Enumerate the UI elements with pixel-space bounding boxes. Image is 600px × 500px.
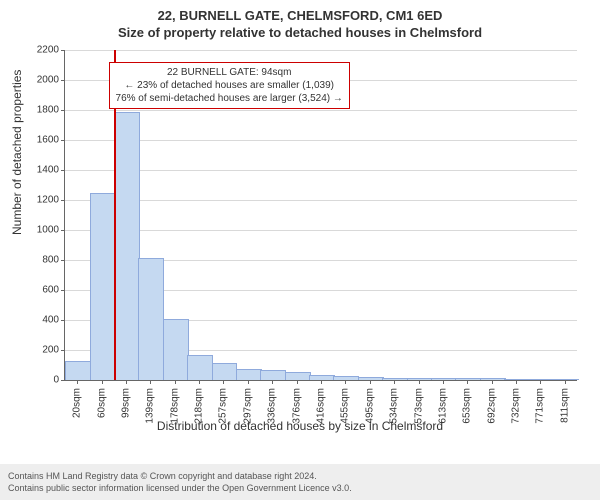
y-tick-mark: [61, 50, 65, 51]
y-tick-label: 1800: [19, 105, 59, 116]
y-tick-mark: [61, 260, 65, 261]
x-tick-label: 60sqm: [96, 388, 107, 418]
y-tick-mark: [61, 200, 65, 201]
gridline: [65, 50, 577, 51]
annotation-line-3: 76% of semi-detached houses are larger (…: [116, 92, 343, 105]
histogram-bar: [358, 377, 384, 380]
gridline: [65, 200, 577, 201]
y-tick-mark: [61, 230, 65, 231]
y-tick-label: 1400: [19, 165, 59, 176]
y-tick-mark: [61, 140, 65, 141]
footer-attribution: Contains HM Land Registry data © Crown c…: [0, 464, 600, 500]
annotation-line-1: 22 BURNELL GATE: 94sqm: [116, 66, 343, 79]
x-tick-mark: [175, 380, 176, 384]
x-tick-mark: [467, 380, 468, 384]
histogram-bar: [285, 372, 311, 380]
x-tick-mark: [516, 380, 517, 384]
footer-line-2: Contains public sector information licen…: [8, 482, 592, 494]
y-tick-mark: [61, 110, 65, 111]
gridline: [65, 140, 577, 141]
histogram-bar: [114, 112, 140, 380]
x-tick-label: 811sqm: [559, 388, 570, 423]
x-tick-mark: [248, 380, 249, 384]
y-tick-mark: [61, 320, 65, 321]
y-tick-label: 2000: [19, 75, 59, 86]
y-tick-label: 600: [19, 285, 59, 296]
y-tick-label: 200: [19, 345, 59, 356]
x-tick-mark: [492, 380, 493, 384]
histogram-bar: [65, 361, 91, 380]
histogram-bar: [163, 319, 189, 380]
x-tick-mark: [394, 380, 395, 384]
x-tick-label: 20sqm: [72, 388, 83, 418]
x-tick-mark: [321, 380, 322, 384]
histogram-bar: [90, 193, 116, 380]
x-tick-mark: [370, 380, 371, 384]
x-tick-mark: [419, 380, 420, 384]
y-tick-mark: [61, 380, 65, 381]
y-tick-label: 0: [19, 375, 59, 386]
chart-container: Number of detached properties 0200400600…: [0, 44, 600, 439]
x-tick-mark: [150, 380, 151, 384]
y-tick-label: 2200: [19, 45, 59, 56]
x-tick-mark: [126, 380, 127, 384]
footer-line-1: Contains HM Land Registry data © Crown c…: [8, 470, 592, 482]
gridline: [65, 230, 577, 231]
histogram-bar: [553, 379, 579, 380]
y-tick-mark: [61, 290, 65, 291]
y-tick-mark: [61, 350, 65, 351]
x-axis-label: Distribution of detached houses by size …: [0, 419, 600, 433]
y-tick-mark: [61, 170, 65, 171]
annotation-line-2: ← 23% of detached houses are smaller (1,…: [116, 79, 343, 92]
x-tick-mark: [540, 380, 541, 384]
chart-title-subtitle: Size of property relative to detached ho…: [0, 25, 600, 40]
y-tick-label: 1600: [19, 135, 59, 146]
plot-area: 0200400600800100012001400160018002000220…: [64, 50, 577, 381]
y-tick-mark: [61, 80, 65, 81]
x-tick-mark: [272, 380, 273, 384]
x-tick-label: 99sqm: [120, 388, 131, 418]
x-tick-mark: [443, 380, 444, 384]
y-tick-label: 400: [19, 315, 59, 326]
y-tick-label: 1000: [19, 225, 59, 236]
x-tick-mark: [199, 380, 200, 384]
histogram-bar: [212, 363, 238, 381]
histogram-bar: [260, 370, 286, 380]
histogram-bar: [480, 378, 506, 380]
x-tick-mark: [223, 380, 224, 384]
x-tick-mark: [77, 380, 78, 384]
x-tick-mark: [102, 380, 103, 384]
annotation-box: 22 BURNELL GATE: 94sqm← 23% of detached …: [109, 62, 350, 109]
y-tick-label: 1200: [19, 195, 59, 206]
gridline: [65, 170, 577, 171]
x-tick-mark: [345, 380, 346, 384]
histogram-bar: [187, 355, 213, 380]
histogram-bar: [431, 378, 457, 380]
chart-header: 22, BURNELL GATE, CHELMSFORD, CM1 6ED Si…: [0, 0, 600, 40]
histogram-bar: [138, 258, 164, 381]
gridline: [65, 110, 577, 111]
y-tick-label: 800: [19, 255, 59, 266]
chart-title-address: 22, BURNELL GATE, CHELMSFORD, CM1 6ED: [0, 8, 600, 23]
y-axis-label: Number of detached properties: [10, 69, 24, 234]
histogram-bar: [236, 369, 262, 381]
x-tick-mark: [297, 380, 298, 384]
x-tick-mark: [565, 380, 566, 384]
